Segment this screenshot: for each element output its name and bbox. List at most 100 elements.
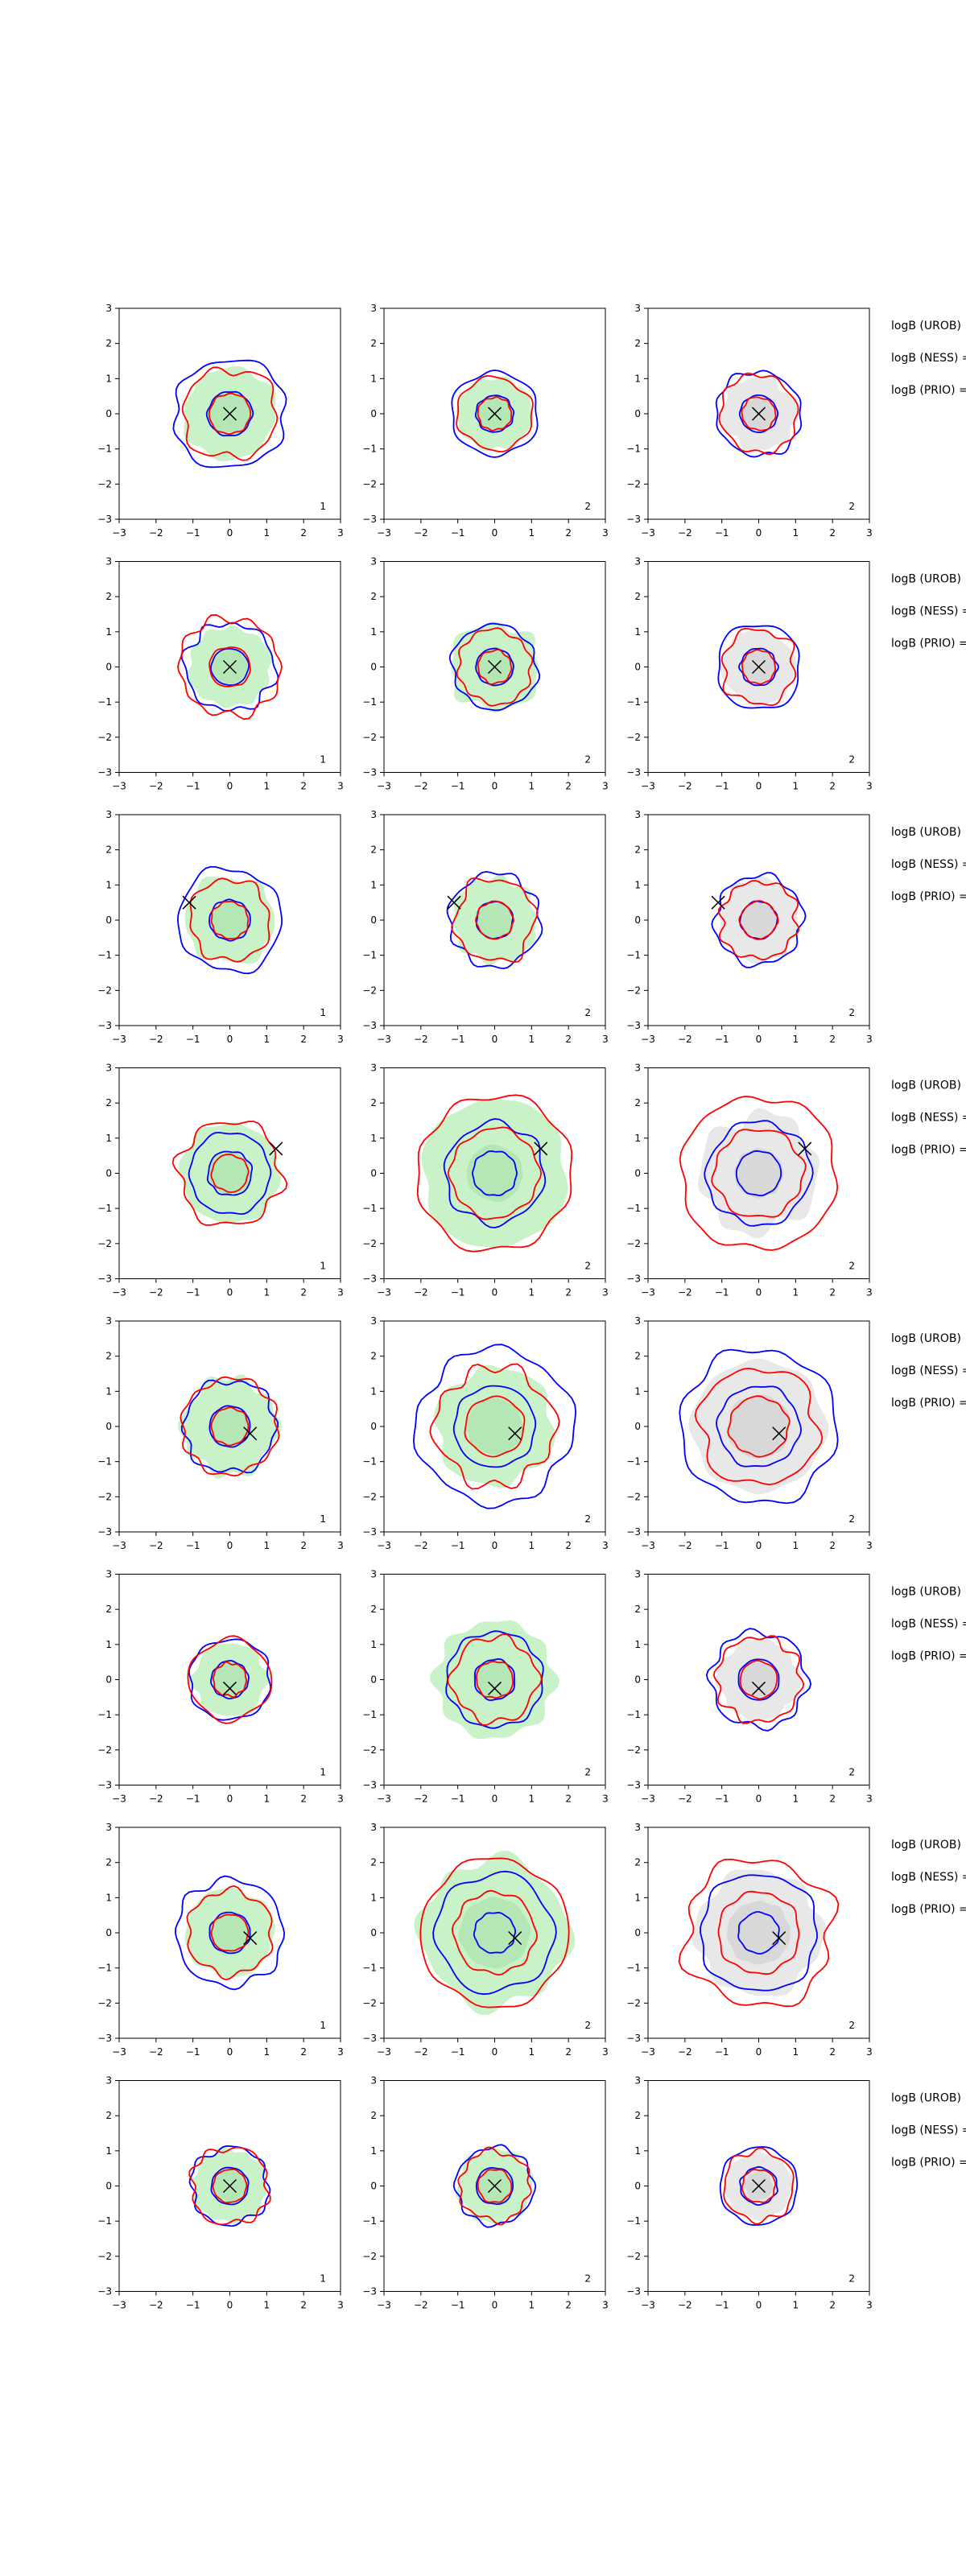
x-tick-label: −2 bbox=[414, 781, 428, 792]
blue-contour-outer bbox=[188, 1638, 272, 1721]
y-tick-label: −3 bbox=[362, 1274, 377, 1285]
red-contour-inner bbox=[477, 2169, 513, 2203]
side-label: logB (PRIO) = bbox=[891, 1650, 966, 1663]
y-tick-label: −3 bbox=[626, 767, 641, 778]
blue-contour-inner bbox=[475, 2166, 514, 2206]
x-tick-label: 1 bbox=[793, 1540, 799, 1551]
x-tick-label: −2 bbox=[678, 1034, 692, 1045]
blue-contour-outer bbox=[704, 1120, 814, 1227]
panel-r4-c1: −3 −2 −1 0 1 2 3 3 2 1 0 −1 −2 −3 1 bbox=[97, 1063, 344, 1298]
true-value-marker bbox=[751, 407, 766, 421]
x-tick-label: 3 bbox=[337, 1034, 344, 1045]
y-tick-label: −1 bbox=[362, 2215, 377, 2227]
y-tick-label: −3 bbox=[97, 1780, 112, 1791]
y-tick-label: 2 bbox=[634, 1857, 641, 1868]
density-fill-core bbox=[208, 1405, 252, 1448]
y-tick-label: −2 bbox=[362, 1997, 377, 2008]
y-tick-label: −1 bbox=[626, 444, 641, 455]
y-tick-label: 2 bbox=[634, 2110, 641, 2121]
y-tick-label: 3 bbox=[634, 556, 641, 568]
true-value-marker bbox=[508, 1931, 522, 1946]
x-tick-label: 2 bbox=[565, 781, 572, 792]
y-tick-label: 3 bbox=[105, 303, 112, 314]
x-tick-label: 0 bbox=[227, 781, 233, 792]
x-tick-label: 2 bbox=[300, 1287, 307, 1298]
x-tick-label: −2 bbox=[414, 1287, 428, 1298]
x-tick-label: 0 bbox=[756, 781, 762, 792]
x-tick-label: −2 bbox=[678, 1794, 692, 1805]
y-tick-label: 1 bbox=[370, 2145, 377, 2157]
row-5-side-labels: logB (UROB) logB (NESS) = logB (PRIO) = bbox=[891, 1332, 966, 1410]
y-tick-label: −1 bbox=[97, 444, 112, 455]
x-tick-label: −1 bbox=[186, 1540, 200, 1551]
x-tick-label: 0 bbox=[492, 527, 498, 539]
red-contour-inner bbox=[212, 2168, 248, 2204]
panel-corner-label: 1 bbox=[320, 2273, 326, 2285]
side-label: logB (UROB) bbox=[891, 2092, 961, 2105]
y-tick-label: 0 bbox=[634, 1674, 641, 1686]
true-value-marker bbox=[269, 1141, 283, 1156]
side-label: logB (PRIO) = bbox=[891, 1144, 966, 1157]
x-tick-label: 1 bbox=[264, 527, 270, 539]
density-fill-core bbox=[734, 1148, 783, 1199]
red-contour-outer bbox=[447, 1633, 543, 1726]
y-tick-label: 1 bbox=[634, 2145, 641, 2157]
x-tick-label: −1 bbox=[451, 2046, 465, 2058]
x-tick-label: 3 bbox=[337, 2046, 344, 2058]
y-tick-label: −2 bbox=[97, 1744, 112, 1756]
y-tick-label: 1 bbox=[105, 1385, 112, 1397]
x-tick-label: 3 bbox=[337, 1794, 344, 1805]
y-tick-label: 0 bbox=[370, 914, 377, 926]
x-tick-label: −1 bbox=[451, 527, 465, 539]
panel-corner-label: 2 bbox=[848, 1261, 855, 1272]
x-tick-label: 3 bbox=[337, 527, 344, 539]
blue-contour-outer bbox=[180, 1379, 279, 1474]
row-4-side-labels: logB (UROB) logB (NESS) = logB (PRIO) = bbox=[891, 1080, 966, 1157]
blue-contour-outer bbox=[172, 359, 287, 469]
y-tick-label: 1 bbox=[370, 1639, 377, 1650]
y-tick-label: −2 bbox=[626, 1997, 641, 2008]
x-tick-label: 1 bbox=[264, 2046, 270, 2058]
y-tick-label: 1 bbox=[105, 373, 112, 384]
panel-r1-c2: −3 −2 −1 0 1 2 3 3 2 1 0 −1 −2 −3 2 bbox=[362, 303, 609, 539]
red-contour-inner bbox=[212, 1661, 248, 1699]
x-tick-label: 0 bbox=[492, 2046, 498, 2058]
x-tick-label: 2 bbox=[829, 1287, 836, 1298]
true-value-marker bbox=[182, 895, 196, 910]
x-tick-label: −3 bbox=[112, 1794, 126, 1805]
panel-corner-label: 2 bbox=[848, 2273, 855, 2285]
y-tick-label: −1 bbox=[362, 1203, 377, 1214]
x-tick-label: 0 bbox=[492, 1287, 498, 1298]
blue-contour-inner bbox=[473, 1911, 517, 1955]
x-tick-label: −2 bbox=[678, 2046, 692, 2058]
true-value-marker bbox=[222, 407, 237, 421]
x-tick-label: 3 bbox=[602, 1034, 609, 1045]
y-tick-label: 2 bbox=[105, 1097, 112, 1108]
red-contour-inner bbox=[210, 1154, 250, 1193]
x-tick-label: −2 bbox=[678, 527, 692, 539]
x-tick-label: −2 bbox=[414, 2300, 428, 2311]
y-tick-label: 1 bbox=[105, 2145, 112, 2157]
y-tick-label: −1 bbox=[97, 1203, 112, 1214]
panel-r2-c1: −3 −2 −1 0 1 2 3 3 2 1 0 −1 −2 −3 1 bbox=[97, 556, 344, 792]
x-tick-label: −1 bbox=[451, 781, 465, 792]
red-contour-inner bbox=[447, 1126, 543, 1220]
y-tick-label: 3 bbox=[370, 1315, 377, 1327]
blue-contour-inner bbox=[208, 898, 251, 942]
y-tick-label: 2 bbox=[105, 844, 112, 856]
blue-contour-outer bbox=[679, 1348, 839, 1505]
blue-contour-inner bbox=[739, 2165, 778, 2207]
x-tick-label: −2 bbox=[149, 1794, 163, 1805]
x-tick-label: −1 bbox=[715, 1540, 729, 1551]
y-tick-label: 2 bbox=[370, 1857, 377, 1868]
true-value-marker bbox=[751, 1681, 766, 1695]
true-value-marker bbox=[447, 895, 461, 910]
panel-r8-c2: −3 −2 −1 0 1 2 3 3 2 1 0 −1 −2 −3 2 bbox=[362, 2075, 609, 2311]
blue-contour-outer bbox=[446, 870, 543, 970]
panel-corner-label: 2 bbox=[584, 501, 591, 512]
blue-contour-inner bbox=[210, 2166, 250, 2206]
x-tick-label: 0 bbox=[227, 1540, 233, 1551]
y-tick-label: −1 bbox=[362, 444, 377, 455]
x-tick-label: 2 bbox=[565, 1287, 572, 1298]
blue-contour-outer bbox=[719, 2146, 799, 2226]
